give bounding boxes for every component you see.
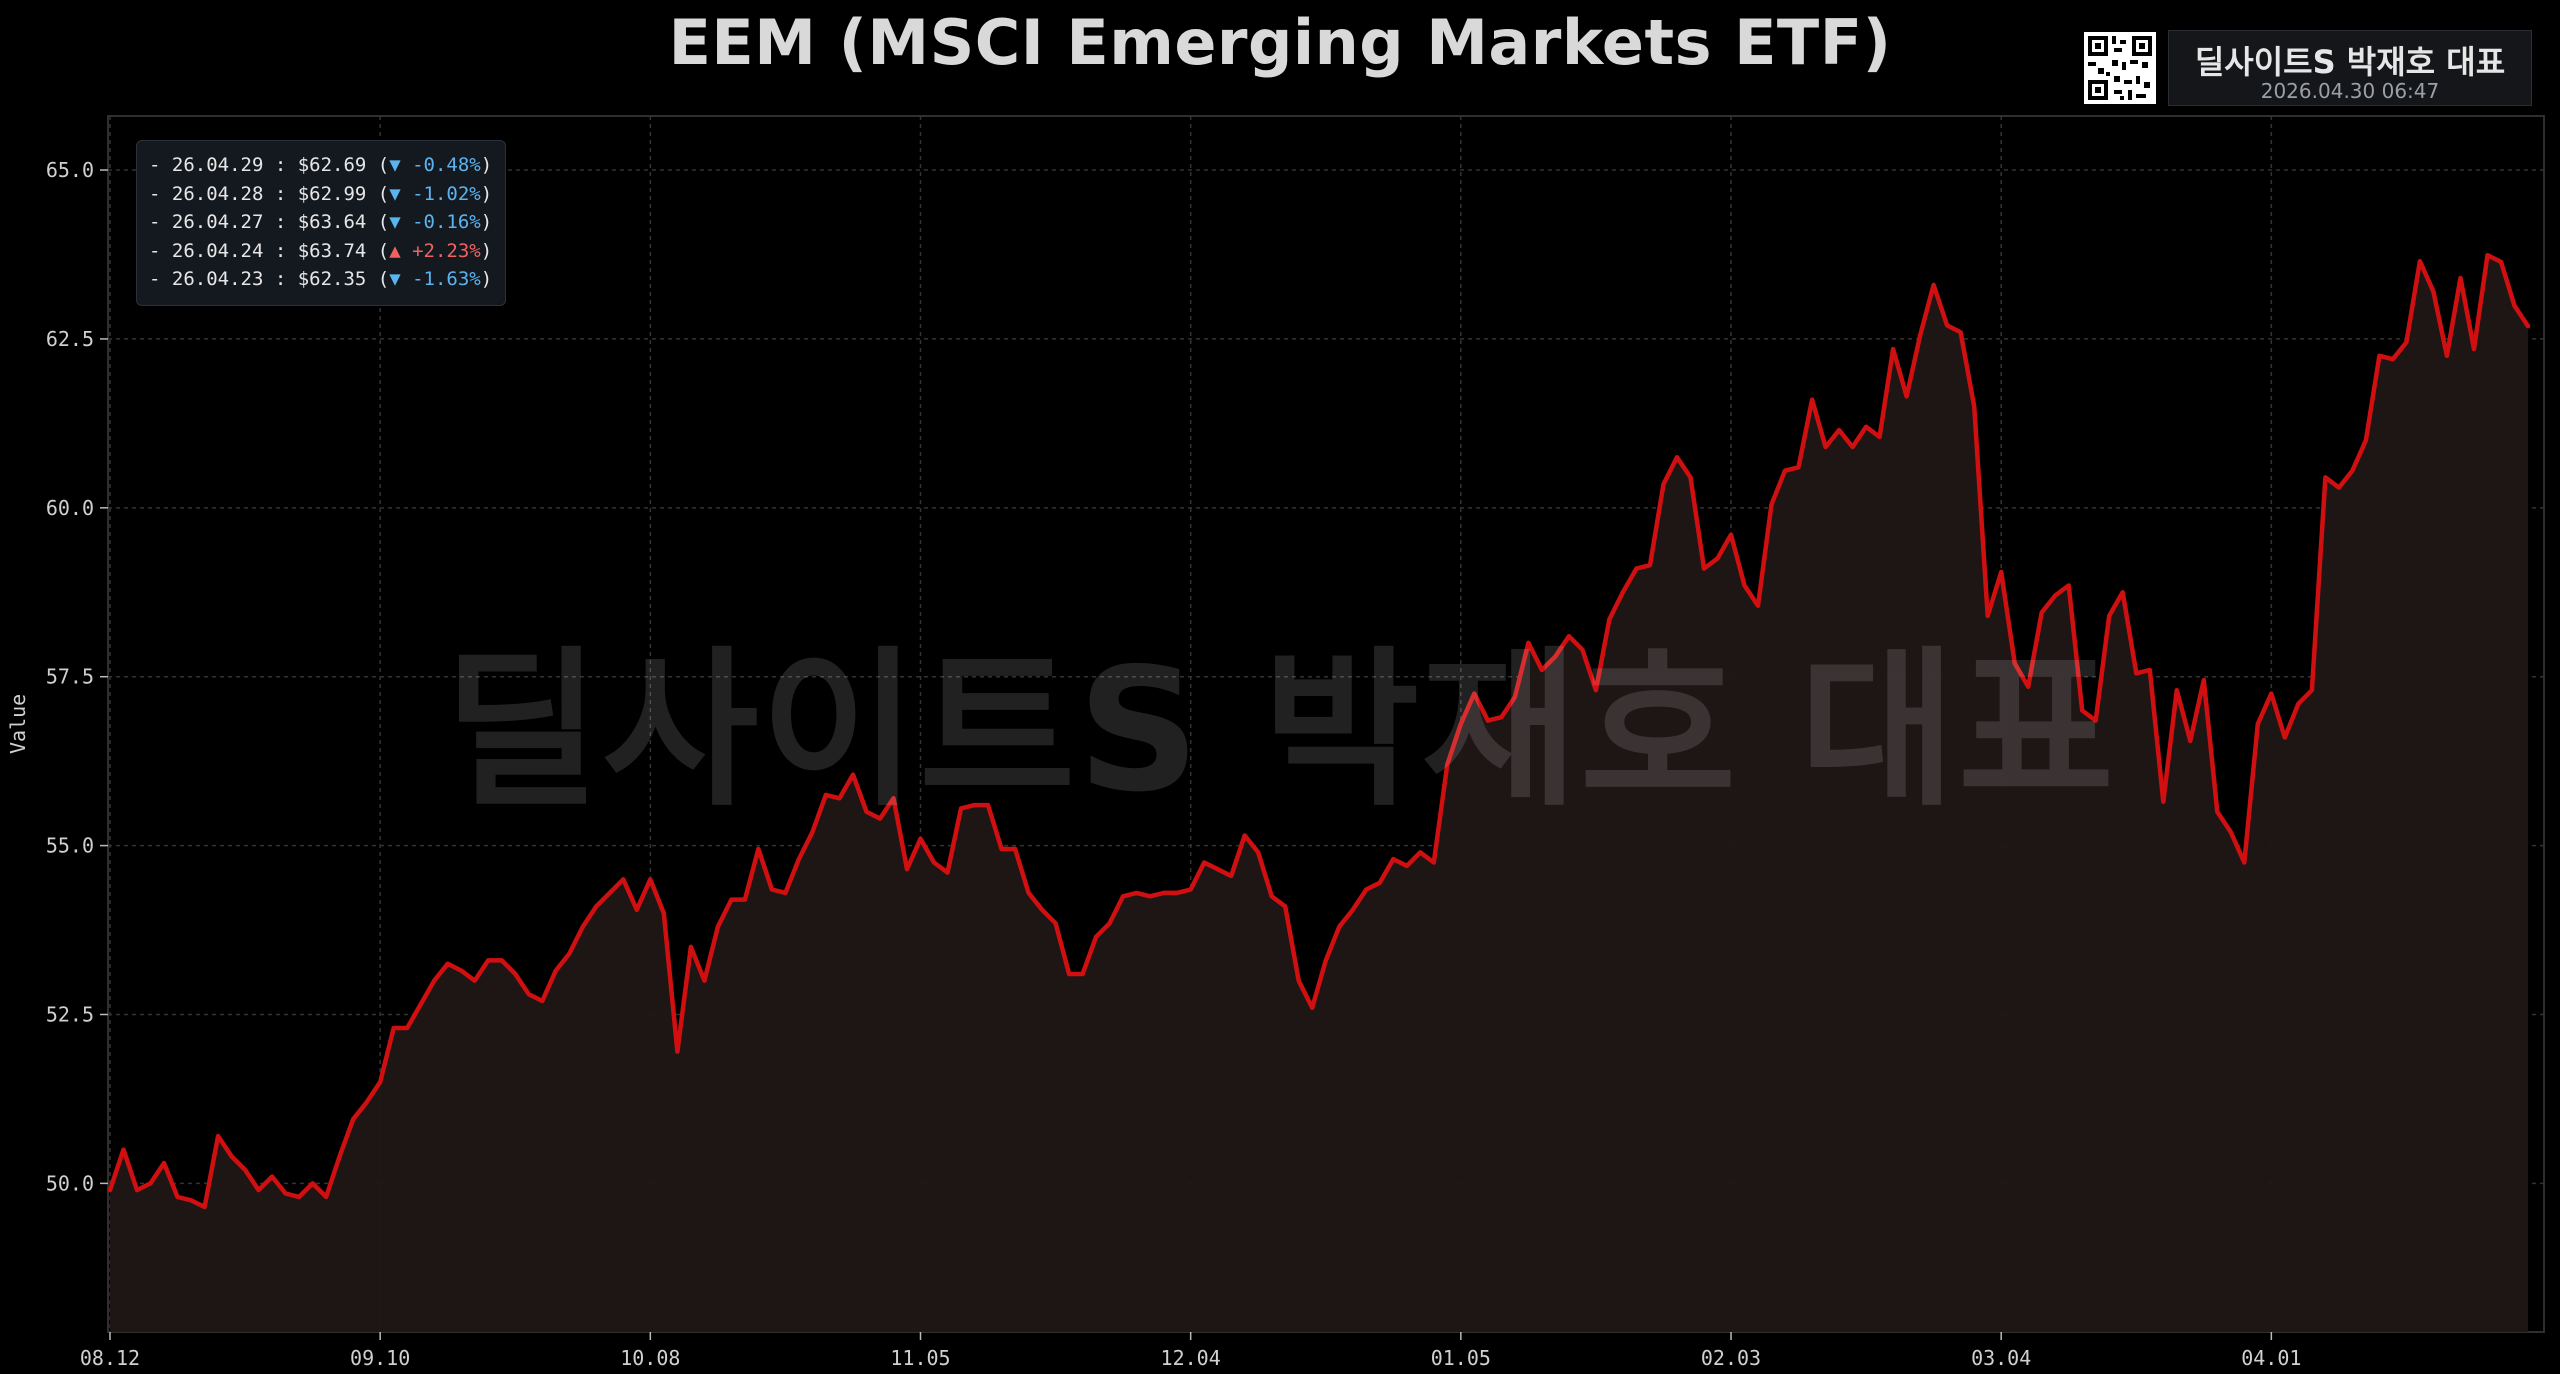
legend-row: - 26.04.28 : $62.99 (▼ -1.02%): [149, 180, 493, 209]
y-tick-label: 62.5: [46, 327, 94, 351]
legend-change: ▼ -1.02%: [389, 182, 481, 205]
legend-price: - 26.04.29 : $62.69 (: [149, 154, 390, 176]
legend-change: ▼ -0.16%: [389, 211, 481, 233]
x-tick-label: 02.03: [1701, 1346, 1761, 1370]
y-tick-label: 50.0: [46, 1171, 94, 1195]
badge-timestamp: 2026.04.30 06:47: [2260, 79, 2440, 103]
legend-paren: ): [480, 182, 493, 205]
series-area: [110, 255, 2528, 1333]
x-tick-label: 08.12: [80, 1346, 140, 1370]
chart-title: EEM (MSCI Emerging Markets ETF): [668, 6, 1892, 79]
legend-row: - 26.04.23 : $62.35 (▼ -1.63%): [149, 265, 493, 294]
legend-paren: ): [480, 154, 493, 176]
legend-row: - 26.04.24 : $63.74 (▲ +2.23%): [149, 237, 493, 266]
legend-price: - 26.04.24 : $63.74 (: [149, 239, 390, 262]
legend-price: - 26.04.28 : $62.99 (: [149, 182, 390, 205]
x-tick-label: 10.08: [620, 1346, 680, 1370]
y-axis-label: Value: [6, 693, 30, 754]
area-layer: [110, 255, 2528, 1333]
x-axis: 08.12 09.10 10.08 11.05 12.04 01.05 02.03 03.04…: [80, 1332, 2301, 1370]
x-tick-label: 04.01: [2241, 1346, 2301, 1370]
badge-name: 딜사이트S 박재호 대표: [2194, 43, 2506, 81]
author-badge: 딜사이트S 박재호 대표 2026.04.30 06:47: [2084, 30, 2532, 106]
legend-paren: ): [480, 239, 493, 262]
legend-row: - 26.04.27 : $63.64 (▼ -0.16%): [149, 208, 493, 237]
y-tick-label: 65.0: [46, 158, 94, 182]
legend-row: - 26.04.29 : $62.69 (▼ -0.48%): [149, 151, 493, 180]
legend-change: ▼ -0.48%: [389, 154, 481, 176]
x-tick-label: 03.04: [1971, 1346, 2031, 1370]
qr-code-icon: [2084, 32, 2156, 104]
series-line: [107, 252, 2531, 1210]
x-tick-label: 01.05: [1431, 1346, 1491, 1370]
legend-price: - 26.04.23 : $62.35 (: [149, 268, 390, 290]
legend-paren: ): [480, 268, 493, 290]
line-layer: [107, 252, 2531, 1210]
y-axis: 50.0 52.5 55.0 57.5 60.0 62.5 65.0: [46, 158, 108, 1195]
badge-box: 딜사이트S 박재호 대표 2026.04.30 06:47: [2168, 30, 2532, 106]
y-tick-label: 55.0: [46, 834, 94, 858]
legend-change: ▼ -1.63%: [389, 268, 481, 290]
price-legend: - 26.04.29 : $62.69 (▼ -0.48%) - 26.04.28…: [136, 140, 506, 306]
legend-price: - 26.04.27 : $63.64 (: [149, 211, 390, 233]
y-tick-label: 60.0: [46, 496, 94, 520]
x-tick-label: 09.10: [350, 1346, 410, 1370]
legend-change: ▲ +2.23%: [389, 239, 481, 262]
x-tick-label: 12.04: [1161, 1346, 1221, 1370]
y-tick-label: 57.5: [46, 665, 94, 689]
y-tick-label: 52.5: [46, 1002, 94, 1026]
x-tick-label: 11.05: [890, 1346, 950, 1370]
legend-paren: ): [480, 211, 493, 233]
